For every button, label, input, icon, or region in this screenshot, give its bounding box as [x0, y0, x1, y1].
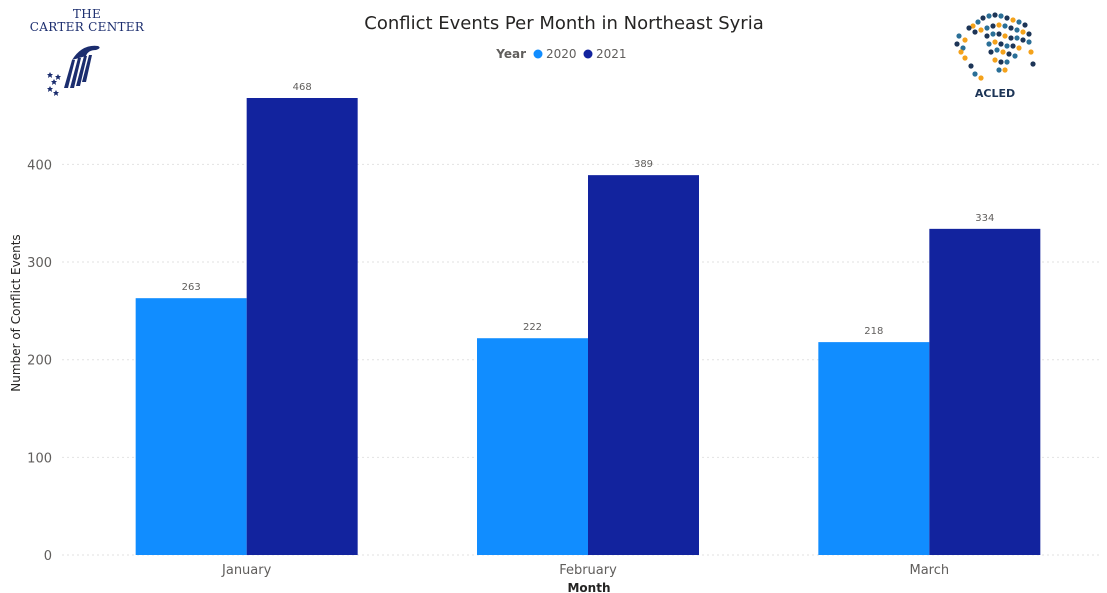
acled-map-dot: [1012, 53, 1018, 59]
acled-map-dot: [1016, 19, 1022, 25]
y-tick-label-400: 400: [27, 158, 52, 173]
acled-map-dot: [1014, 35, 1020, 41]
y-axis-ticks: 0 100 200 300 400: [27, 158, 52, 564]
acled-map-dot: [1002, 33, 1008, 39]
acled-map-dot: [968, 63, 974, 69]
acled-map-dot: [984, 25, 990, 31]
data-label-march-2021: 334: [975, 213, 994, 224]
acled-map-dot: [956, 33, 962, 39]
data-labels: 263 468 222 389 218 334: [182, 82, 995, 337]
acled-map-dot: [1020, 37, 1026, 43]
acled-map-dot: [1004, 59, 1010, 65]
acled-map-dot: [1014, 27, 1020, 33]
chart-legend: Year 2020 2021: [495, 47, 626, 61]
acled-map-dot: [1002, 67, 1008, 73]
acled-map-dot: [992, 57, 998, 63]
acled-map-dot: [962, 37, 968, 43]
acled-map-dot: [1028, 49, 1034, 55]
acled-map-dot: [978, 75, 984, 81]
legend-swatch-2020: [533, 49, 543, 59]
acled-map-dot: [1006, 51, 1012, 57]
acled-map-dot: [962, 55, 968, 61]
chart-title: Conflict Events Per Month in Northeast S…: [364, 13, 763, 34]
carter-center-line1: THE: [72, 7, 102, 21]
data-label-january-2020: 263: [182, 282, 201, 293]
y-tick-label-200: 200: [27, 354, 52, 369]
legend-label-2020: 2020: [546, 47, 577, 61]
acled-map-dot: [972, 71, 978, 77]
acled-map-dot: [1016, 45, 1022, 51]
bar-march-2020: [818, 342, 930, 555]
acled-map-dot: [996, 22, 1002, 28]
data-label-january-2021: 468: [293, 82, 312, 93]
bar-january-2021: [246, 98, 358, 555]
acled-map-dot: [978, 27, 984, 33]
acled-map-dot: [1022, 22, 1028, 28]
acled-map-dot: [1030, 61, 1036, 67]
acled-map-dot: [998, 59, 1004, 65]
acled-map-dot: [1000, 49, 1006, 55]
y-tick-label-300: 300: [27, 256, 52, 271]
acled-map-dot: [1026, 31, 1032, 37]
y-tick-label-0: 0: [44, 549, 52, 564]
acled-map-dot: [996, 67, 1002, 73]
acled-map-dot: [966, 25, 972, 31]
acled-map-dot: [984, 33, 990, 39]
acled-map-dot: [998, 13, 1004, 19]
acled-map-dot: [986, 13, 992, 19]
data-label-february-2020: 222: [523, 322, 542, 333]
acled-map-dot: [975, 19, 981, 25]
legend-label-2021: 2021: [596, 47, 627, 61]
data-label-february-2021: 389: [634, 159, 653, 170]
acled-map-dot: [990, 31, 996, 37]
acled-map-dot: [1008, 35, 1014, 41]
y-tick-label-100: 100: [27, 451, 52, 466]
acled-map-dot: [1010, 43, 1016, 49]
x-axis-ticks: January February March: [221, 563, 949, 578]
x-tick-label-february: February: [559, 563, 617, 578]
legend-swatch-2021: [583, 49, 593, 59]
acled-map-dot: [1008, 25, 1014, 31]
acled-map-dot: [954, 41, 960, 47]
bar-february-2020: [477, 338, 588, 555]
bar-march-2021: [929, 228, 1041, 555]
acled-map-dot: [958, 49, 964, 55]
acled-map-dot: [992, 12, 998, 18]
acled-map-dot: [990, 23, 996, 29]
acled-map-dot: [970, 23, 976, 29]
acled-map-dot: [996, 31, 1002, 37]
legend-title: Year: [495, 47, 526, 61]
acled-map-icon: [954, 12, 1036, 81]
acled-map-dot: [988, 49, 994, 55]
acled-map-dot: [998, 41, 1004, 47]
acled-map-dot: [986, 41, 992, 47]
bar-january-2020: [135, 298, 247, 555]
acled-map-dot: [960, 45, 966, 51]
acled-map-dot: [1020, 29, 1026, 35]
bar-february-2021: [588, 175, 699, 555]
acled-map-dot: [1010, 17, 1016, 23]
acled-map-dot: [1004, 15, 1010, 21]
carter-center-logo: THE CARTER CENTER: [22, 8, 152, 96]
x-tick-label-january: January: [221, 563, 272, 578]
acled-map-dot: [1004, 43, 1010, 49]
acled-map-dot: [972, 29, 978, 35]
eagle-stars-icon: [47, 45, 100, 96]
bars: [135, 98, 1041, 555]
acled-map-dot: [992, 39, 998, 45]
carter-center-line2: CARTER CENTER: [29, 20, 145, 34]
x-tick-label-march: March: [910, 563, 950, 578]
acled-logo: ACLED: [945, 8, 1045, 103]
data-label-march-2020: 218: [864, 326, 883, 337]
acled-map-dot: [994, 47, 1000, 53]
acled-map-dot: [980, 15, 986, 21]
acled-map-dot: [1002, 23, 1008, 29]
acled-map-dot: [1026, 39, 1032, 45]
x-axis-label: Month: [567, 581, 610, 593]
y-axis-label: Number of Conflict Events: [9, 234, 23, 391]
acled-label: ACLED: [974, 87, 1016, 100]
